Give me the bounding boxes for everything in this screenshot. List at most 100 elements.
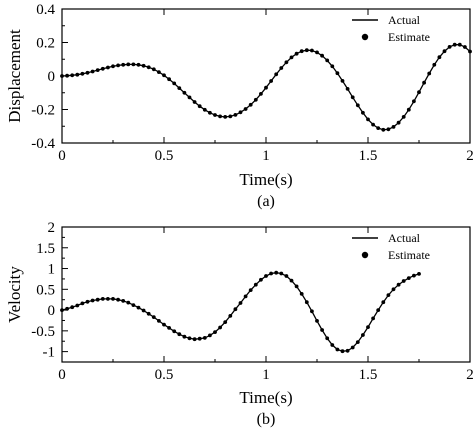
data-point-estimate [208, 110, 212, 115]
panel-velocity: 0 0.5 1 1.5 2 2 1.5 1 0.5 0 -0.5 -1 Time(s) Velocity (… [5, 220, 474, 428]
data-point-estimate [330, 343, 335, 347]
data-point-estimate [182, 334, 187, 339]
data-point-estimate [315, 319, 319, 323]
data-point-estimate [269, 271, 273, 276]
data-point-estimate [60, 74, 64, 78]
data-point-estimate [248, 288, 253, 292]
data-point-estimate [157, 70, 161, 74]
data-point-estimate [294, 284, 299, 289]
data-point-estimate [274, 72, 279, 77]
series-line-actual [61, 272, 420, 352]
data-point-estimate [80, 71, 85, 76]
data-point-estimate [361, 333, 365, 337]
x-tick-label: 1.5 [359, 148, 378, 164]
data-point-estimate [417, 90, 421, 95]
data-point-estimate [457, 42, 462, 47]
data-point-estimate [299, 49, 304, 54]
data-point-estimate [432, 62, 437, 67]
data-point-estimate [111, 64, 115, 69]
data-point-estimate [182, 90, 187, 95]
x-tick-label: 0 [58, 367, 66, 383]
data-point-estimate [253, 282, 258, 287]
data-point-estimate [330, 64, 335, 69]
data-point-estimate [381, 127, 386, 132]
data-point-estimate [228, 314, 233, 318]
y-tick-label: 0.2 [36, 36, 55, 52]
y-tick-label: -0.2 [31, 103, 55, 119]
data-point-estimate [350, 345, 355, 350]
data-point-estimate [218, 325, 223, 330]
x-tick-label: 1.5 [359, 367, 378, 383]
y-tick-label: -0.4 [31, 136, 55, 152]
data-point-estimate [310, 309, 314, 314]
x-axis-label: Time(s) [239, 388, 292, 407]
data-point-estimate [320, 53, 324, 58]
data-point-estimate [427, 71, 432, 76]
data-point-estimate [371, 316, 375, 321]
data-point-estimate [412, 99, 416, 104]
data-point-estimate [243, 107, 248, 111]
data-point-estimate [136, 305, 141, 310]
data-point-estimate [197, 104, 202, 109]
data-point-estimate [442, 49, 447, 54]
data-point-estimate [70, 73, 75, 78]
data-point-estimate [106, 297, 110, 301]
x-tick-label: 1 [262, 367, 270, 383]
data-point-estimate [391, 125, 396, 129]
data-point-estimate [401, 115, 406, 119]
data-point-estimate [248, 102, 253, 107]
y-tick-label: 0 [48, 303, 56, 319]
data-point-estimate [131, 62, 136, 67]
data-point-estimate [376, 126, 381, 130]
data-point-estimate [350, 95, 355, 100]
data-point-estimate [264, 274, 268, 278]
x-axis-label: Time(s) [239, 170, 292, 189]
data-point-estimate [289, 55, 294, 60]
data-point-estimate [315, 50, 319, 55]
data-point-estimate [177, 86, 182, 90]
data-point-estimate [304, 48, 309, 53]
data-point-estimate [75, 303, 80, 308]
panel-displacement: 0 0.5 1 1.5 2 0.4 0.2 0 -0.2 -0.4 Time(s) Displacem… [5, 2, 474, 210]
data-point-estimate [177, 332, 182, 337]
data-point-estimate [259, 277, 263, 282]
data-point-estimate [396, 120, 401, 125]
data-point-estimate [253, 97, 258, 102]
data-point-estimate [412, 273, 416, 278]
x-tick-label: 1 [262, 148, 270, 164]
data-point-estimate [136, 62, 141, 67]
data-point-estimate [172, 81, 177, 86]
data-point-estimate [162, 322, 166, 327]
data-point-estimate [401, 279, 406, 283]
data-point-estimate [294, 51, 299, 56]
legend-entry-actual: Actual [388, 13, 421, 27]
data-point-estimate [90, 69, 95, 74]
legend-entry-estimate: Estimate [388, 30, 430, 44]
data-point-estimate [452, 42, 457, 47]
data-point-estimate [355, 340, 360, 344]
x-tick-label: 0.5 [155, 367, 174, 383]
data-point-estimate [391, 287, 396, 292]
data-point-estimate [228, 114, 233, 119]
data-point-estimate [187, 336, 192, 341]
data-point-estimate [310, 48, 314, 53]
data-point-estimate [233, 307, 238, 312]
data-point-estimate [85, 70, 90, 75]
data-point-estimate [340, 349, 345, 354]
data-point-estimate [468, 49, 472, 54]
data-point-estimate [304, 300, 309, 305]
data-point-estimate [162, 73, 166, 78]
data-point-estimate [157, 319, 161, 323]
data-point-estimate [65, 73, 69, 78]
data-point-estimate [345, 87, 350, 91]
data-point-estimate [121, 299, 126, 303]
data-point-estimate [60, 308, 64, 312]
data-point-estimate [146, 65, 151, 70]
data-point-estimate [218, 114, 223, 119]
data-point-estimate [75, 72, 80, 77]
data-point-estimate [335, 347, 340, 352]
data-point-estimate [264, 85, 268, 90]
data-point-estimate [111, 297, 115, 301]
data-point-estimate [233, 113, 238, 117]
x-tick-label: 2 [466, 367, 474, 383]
